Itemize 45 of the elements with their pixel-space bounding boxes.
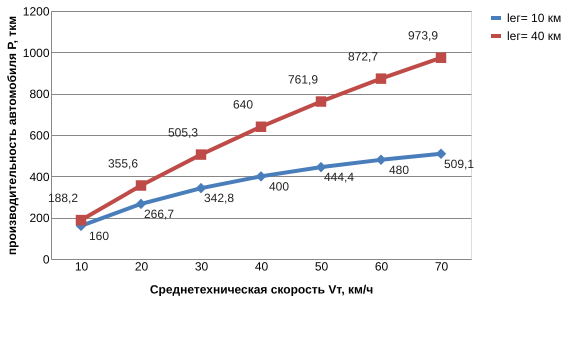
y-tick-label: 0 [42,252,50,266]
point [196,149,206,160]
y-tick-label: 1200 [22,4,50,18]
y-tick-label: 800 [29,87,50,102]
legend-label: lег= 10 км [507,11,562,25]
data-label: 505,3 [168,126,198,140]
x-tick-label: 70 [434,260,448,274]
y-tick-label: 600 [29,128,50,142]
y-tick-label: 1000 [22,46,50,60]
data-label: 400 [268,179,290,194]
x-tick-label: 10 [74,260,88,274]
x-axis-title: Среднетехническая скорость Vт, км/ч [150,282,374,296]
x-tick-label: 50 [314,260,328,274]
x-tick-label: 30 [194,260,208,274]
y-tick-label: 400 [29,170,50,184]
y-tick-label: 200 [29,211,50,226]
point [376,73,386,84]
point [136,180,146,191]
point [256,121,266,132]
data-label: 509,1 [444,156,474,171]
data-label: 188,2 [48,191,78,206]
point [76,214,86,226]
x-tick-label: 20 [134,260,148,274]
data-label: 160 [88,228,110,243]
point [256,171,266,182]
data-label: 355,6 [108,156,138,171]
data-label: 973,9 [408,28,438,43]
point [196,182,206,194]
x-tick-label: 40 [254,260,268,274]
point [136,198,146,210]
data-label: 761,9 [288,72,318,87]
data-label: 444,4 [324,170,354,184]
point [376,154,386,166]
data-label: 266,7 [144,206,174,221]
x-tick-label: 60 [374,260,388,274]
data-label: 480 [388,162,410,177]
data-label: 640 [232,98,254,112]
point [436,148,446,160]
point [316,96,326,107]
data-label: 872,7 [348,50,378,64]
y-axis-title: производительность автомобиля Р, ткм [4,16,19,256]
point [436,52,446,63]
legend-label: lег= 40 км [507,29,562,43]
data-label: 342,8 [204,191,234,206]
point [316,162,326,172]
